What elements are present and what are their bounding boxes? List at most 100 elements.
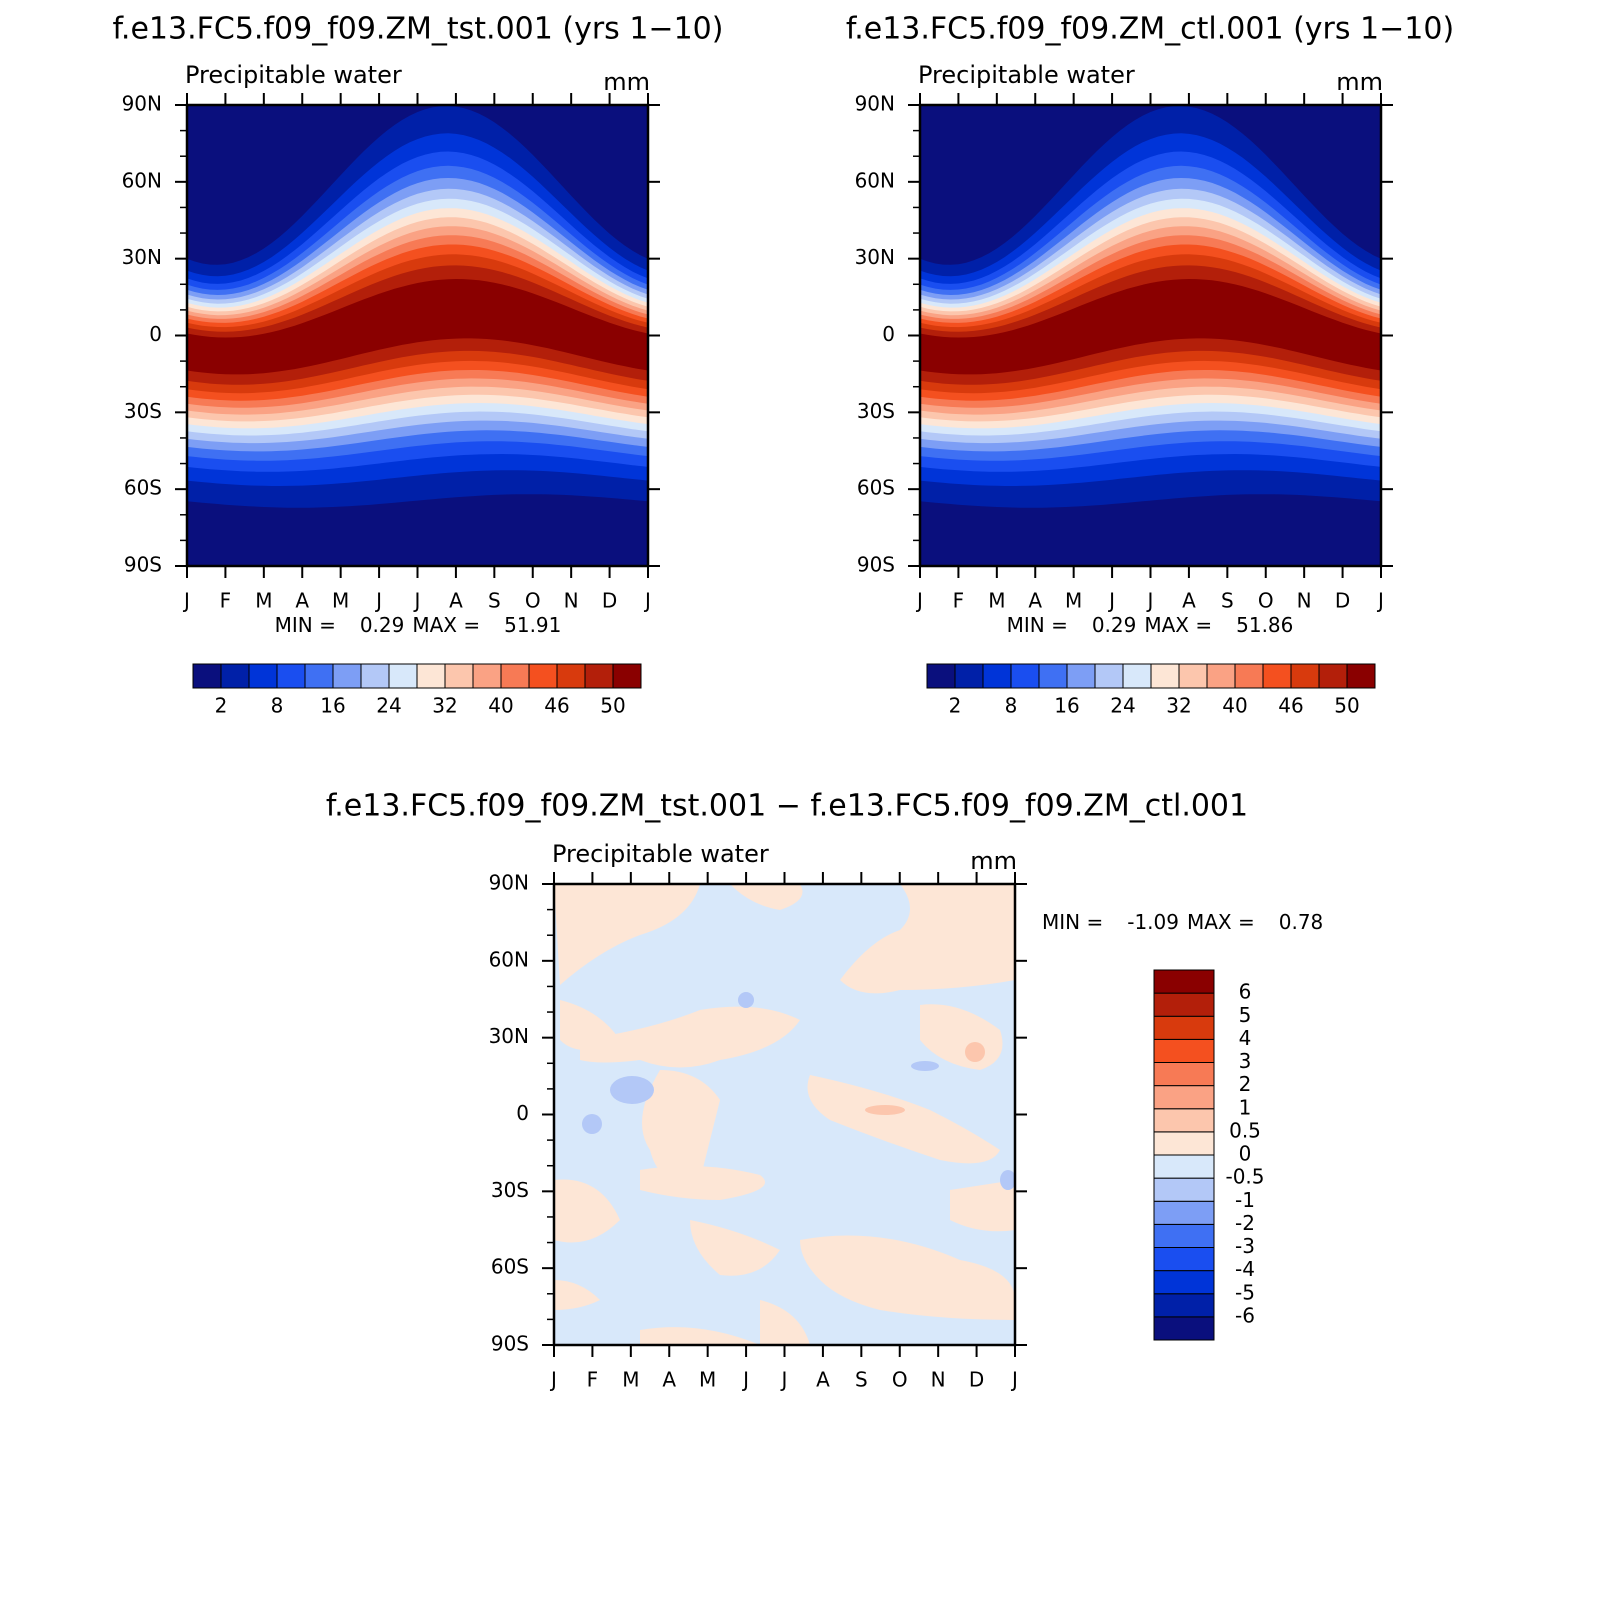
colorbar-label: 24: [1110, 694, 1135, 718]
colorbar-label: 6: [1239, 980, 1252, 1004]
x-tick-label: J: [780, 1368, 788, 1392]
difference-field: [554, 884, 1015, 1345]
x-tick-label: J: [1010, 1368, 1018, 1392]
colorbar-label: -4: [1235, 1257, 1255, 1281]
area: [690, 1220, 780, 1276]
contour-band: [187, 279, 648, 375]
x-tick-label: J: [643, 589, 651, 613]
x-tick-label: O: [525, 589, 541, 613]
min-label: MIN =: [1007, 613, 1068, 637]
colorbar-box: [1290, 663, 1320, 689]
area: [965, 1042, 985, 1062]
y-tick-label: 30N: [489, 1024, 529, 1048]
x-tick-label: N: [931, 1368, 946, 1392]
colorbar-box: [982, 663, 1012, 689]
area: [800, 1235, 1015, 1320]
min-max: MIN = 0.29 MAX = 51.91: [275, 613, 562, 637]
x-tick-label: J: [413, 589, 421, 613]
colorbar-label: 0: [1239, 1142, 1252, 1166]
y-tick-label: 60S: [857, 476, 895, 500]
colorbar-box: [1153, 1247, 1215, 1272]
area: [554, 1280, 600, 1310]
area: [911, 1061, 939, 1071]
min: -1.09: [1127, 910, 1179, 934]
colorbar-label: -0.5: [1225, 1165, 1264, 1189]
colorbar-box: [1153, 1154, 1215, 1179]
contour-band: [920, 279, 1381, 375]
colorbar-label: 46: [544, 694, 569, 718]
y-tick-label: 30S: [124, 399, 162, 423]
colorbar-label: 5: [1239, 1003, 1252, 1027]
colorbar-label: -3: [1235, 1234, 1255, 1258]
panel-subtitle: Precipitable water: [918, 61, 1135, 89]
y-tick-label: 0: [516, 1101, 529, 1125]
area: [640, 1327, 760, 1345]
colorbar-label: 46: [1278, 694, 1303, 718]
x-tick-label: J: [1376, 589, 1384, 613]
x-tick-label: A: [1182, 589, 1196, 613]
x-tick-label: S: [1221, 589, 1234, 613]
negative-areas: [582, 992, 1015, 1190]
colorbar-box: [584, 663, 614, 689]
colorbar-box: [276, 663, 306, 689]
colorbar-label: 2: [949, 694, 962, 718]
colorbar-label: -1: [1235, 1188, 1255, 1212]
area: [730, 884, 803, 910]
colorbar-box: [1153, 969, 1215, 994]
x-tick-label: D: [969, 1368, 984, 1392]
area: [738, 992, 754, 1008]
units: mm: [970, 847, 1017, 875]
colorbar-label: 32: [432, 694, 457, 718]
colorbar-label: 16: [1054, 694, 1079, 718]
x-tick-label: F: [953, 589, 965, 613]
colorbar-box: [1122, 663, 1152, 689]
area: [640, 1166, 765, 1200]
x-tick-label: A: [662, 1368, 676, 1392]
colorbar-box: [1150, 663, 1180, 689]
min: 0.29: [360, 613, 405, 637]
colorbar-label: -2: [1235, 1211, 1255, 1235]
max-label: MAX =: [412, 613, 480, 637]
y-tick-label: 60S: [124, 476, 162, 500]
colorbar-box: [1153, 1293, 1215, 1318]
x-tick-label: J: [182, 589, 190, 613]
colorbar-box: [304, 663, 334, 689]
colorbar-label: 2: [215, 694, 228, 718]
colorbar-box: [472, 663, 502, 689]
y-tick-label: 90S: [857, 553, 895, 577]
colorbar-box: [1153, 1223, 1215, 1248]
colorbar-box: [954, 663, 984, 689]
y-tick-label: 90N: [855, 92, 895, 116]
colorbar-box: [926, 663, 956, 689]
colorbar-box: [1153, 1316, 1215, 1341]
colorbar-label: 50: [600, 694, 625, 718]
x-tick-label: M: [332, 589, 349, 613]
x-tick-label: F: [220, 589, 232, 613]
colorbar-box: [1066, 663, 1096, 689]
max: 0.78: [1279, 910, 1324, 934]
area: [554, 1179, 620, 1243]
colorbar: 2 8 16 24 32 40 46 50: [926, 663, 1376, 718]
colorbar-box: [1153, 1131, 1215, 1156]
colorbar-box: [556, 663, 586, 689]
x-tick-label: N: [1297, 589, 1312, 613]
colorbar-label: 0.5: [1229, 1118, 1261, 1142]
y-tick-label: 60N: [122, 168, 162, 192]
colorbar-box: [1153, 992, 1215, 1017]
colorbar-label: 24: [376, 694, 401, 718]
panel-title: f.e13.FC5.f09_f09.ZM_tst.001 − f.e13.FC5…: [326, 789, 1248, 824]
colorbar-label: 2: [1239, 1072, 1252, 1096]
colorbar-label: 8: [271, 694, 284, 718]
min: 0.29: [1092, 613, 1137, 637]
x-tick-label: J: [741, 1368, 749, 1392]
y-tick-label: 90N: [122, 92, 162, 116]
x-tick-label: J: [1107, 589, 1115, 613]
colorbar-box: [444, 663, 474, 689]
colorbar-box: [416, 663, 446, 689]
x-tick-label: M: [988, 589, 1005, 613]
x-tick-label: A: [449, 589, 463, 613]
colorbar-box: [1153, 1038, 1215, 1063]
panel-title: f.e13.FC5.f09_f09.ZM_tst.001 (yrs 1−10): [113, 12, 724, 47]
colorbar-box: [1178, 663, 1208, 689]
